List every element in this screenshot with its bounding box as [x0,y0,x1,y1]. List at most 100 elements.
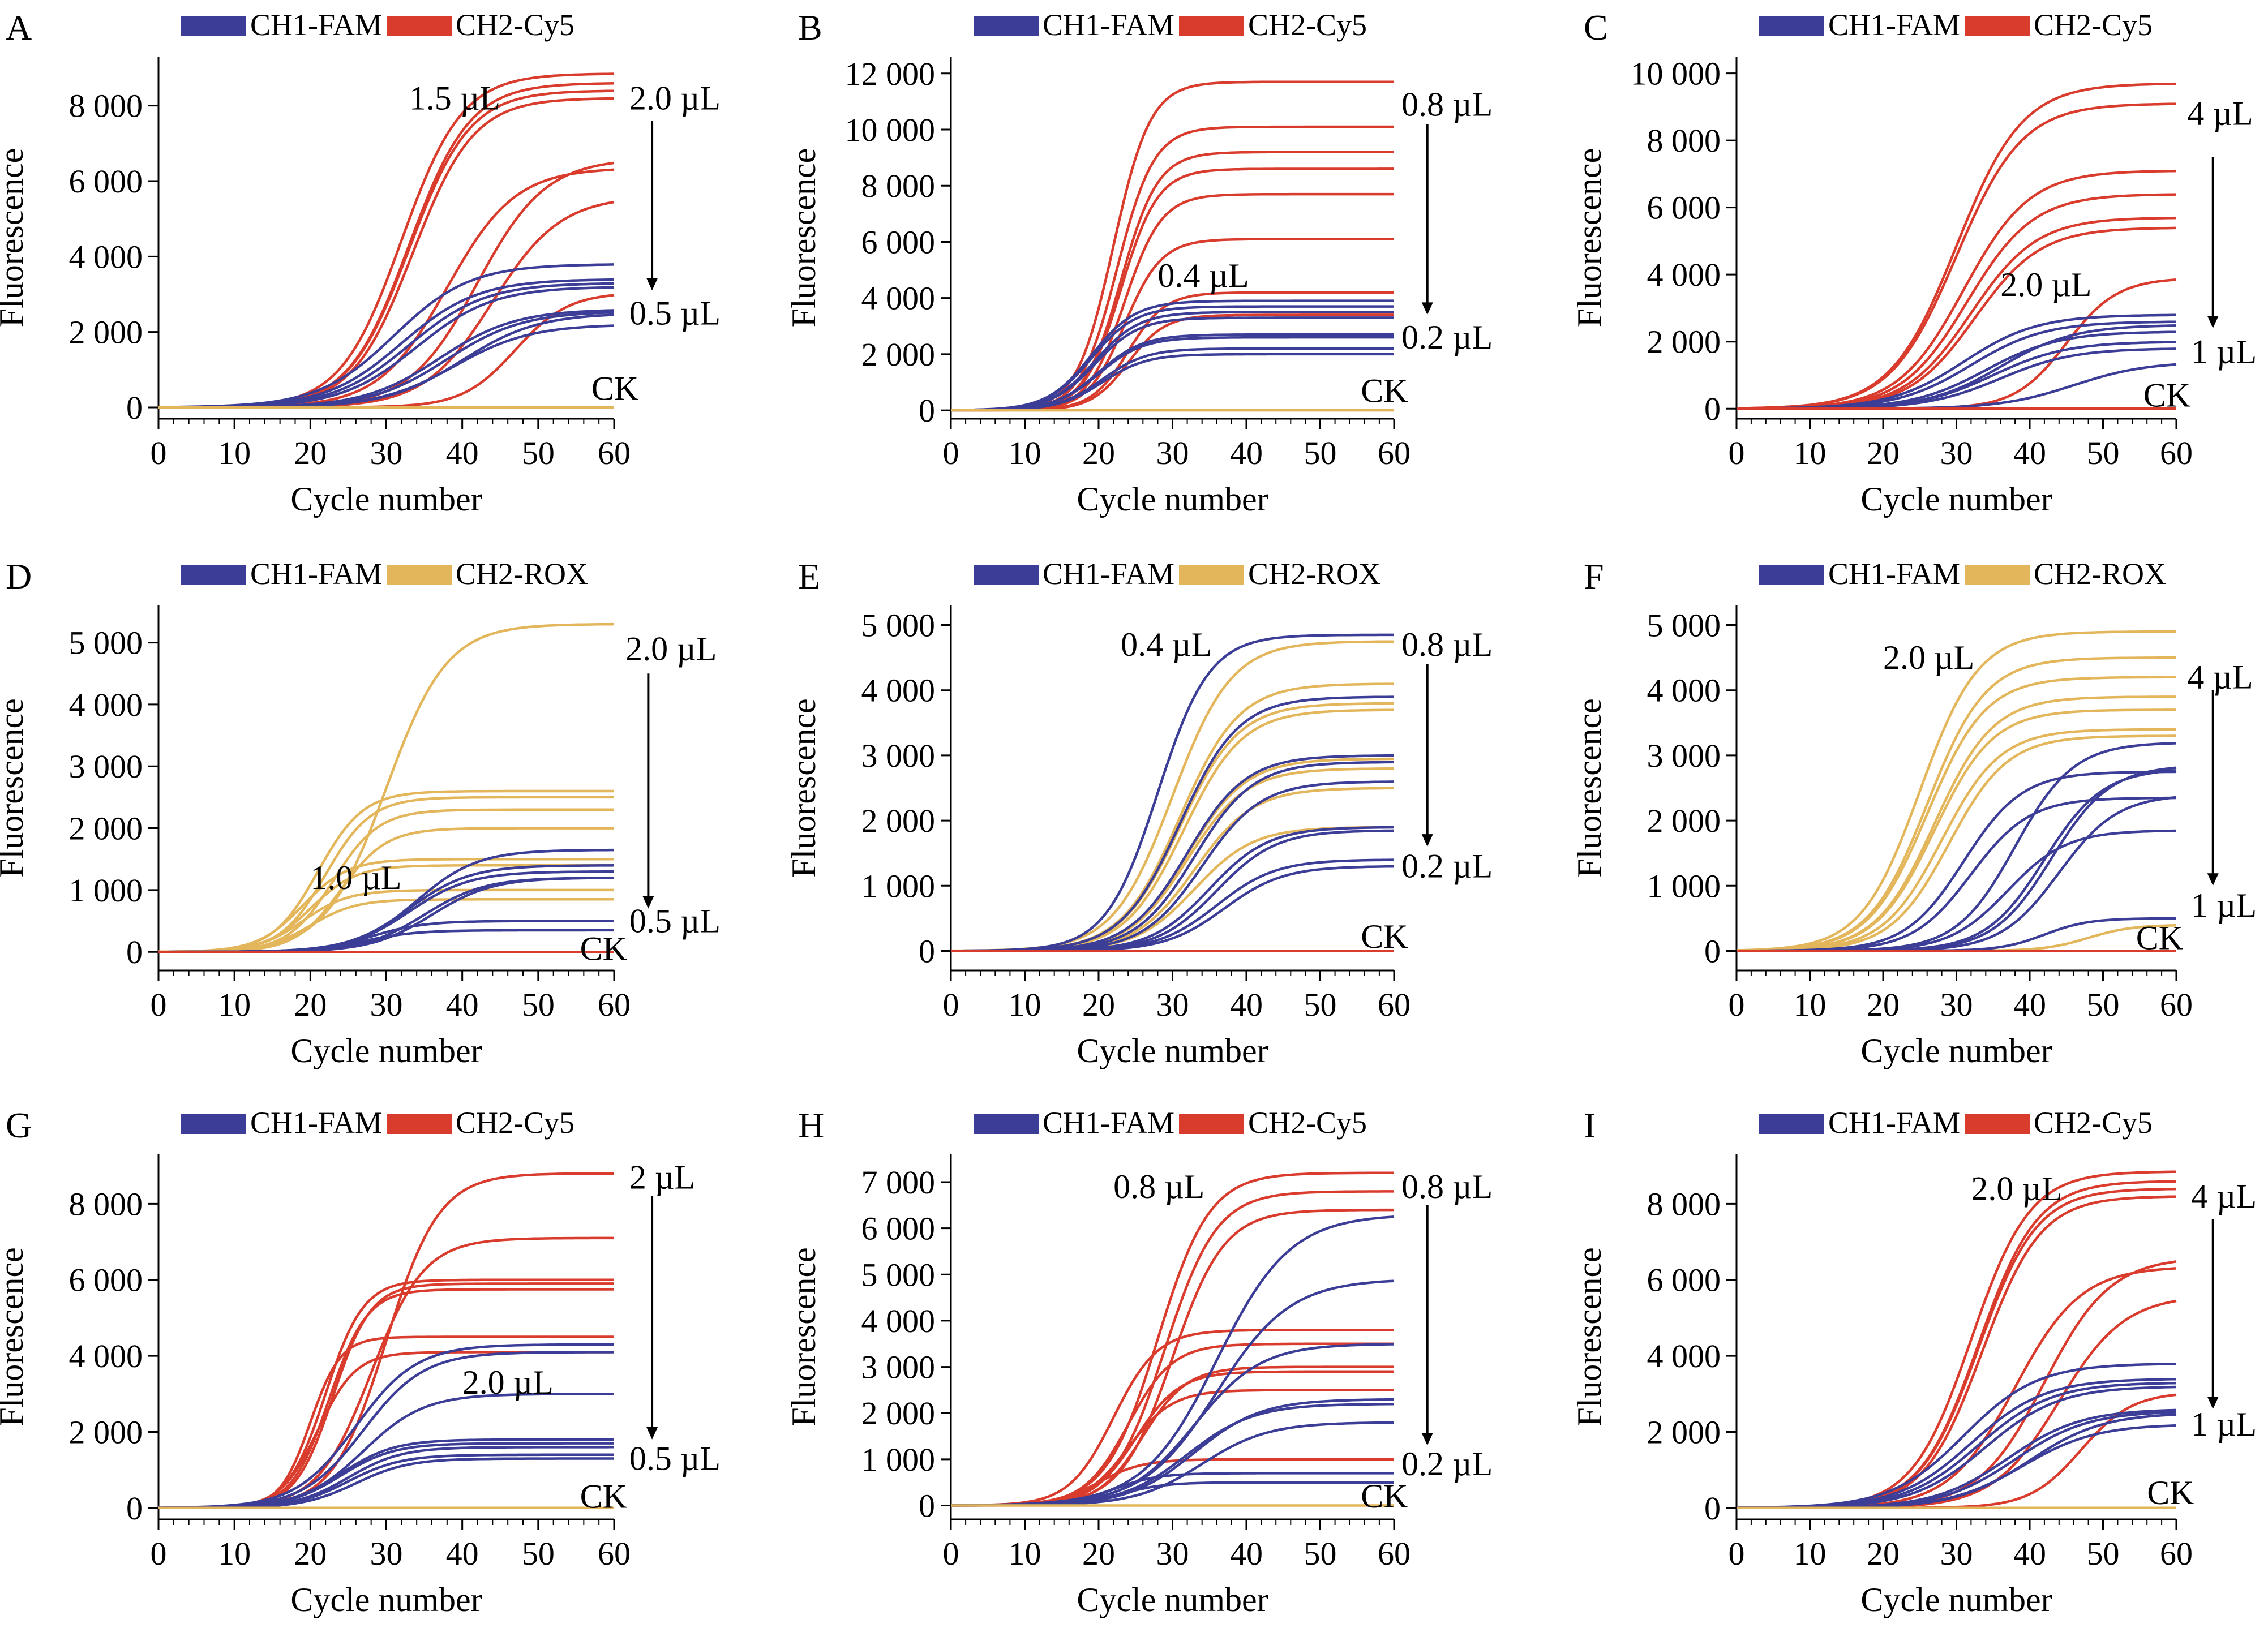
y-tick-label: 5 000 [1647,607,1721,644]
x-tick-label: 50 [522,986,555,1023]
x-tick-label: 20 [1082,986,1115,1023]
legend-swatch [1965,1114,2030,1134]
y-tick-label: 4 000 [69,1338,143,1374]
y-axis-title: Fluorescence [785,1247,822,1427]
trend-arrow-head [646,1427,658,1440]
x-tick-label: 60 [2160,1535,2193,1572]
amplification-curve [1737,363,2177,410]
y-tick-label: 2 000 [861,1395,936,1432]
x-tick-label: 10 [1794,435,1827,471]
y-tick-label: 2 000 [69,1414,143,1450]
amplification-curve [158,1446,614,1510]
x-tick-label: 10 [1009,1535,1041,1572]
x-tick-label: 40 [2013,986,2046,1023]
x-tick-label: 0 [151,1535,167,1572]
y-tick-label: 6 000 [69,1262,143,1299]
y-tick-label: 1 000 [861,867,936,904]
x-tick-label: 30 [370,986,403,1023]
x-tick-label: 0 [943,435,959,471]
x-tick-label: 0 [1729,435,1745,471]
legend-swatch [1965,565,2030,585]
annotation-label: 2.0 µL [2000,266,2091,303]
annotation-label: 4 µL [2187,659,2253,696]
y-tick-label: 3 000 [861,1349,936,1386]
legend-swatch [1179,16,1244,36]
y-tick-label: 4 000 [1647,672,1721,709]
y-axis-title: Fluorescence [1571,1247,1608,1427]
legend-swatch [181,1114,246,1134]
legend-label: CH2-Cy5 [2034,8,2153,42]
x-axis-title: Cycle number [1860,480,2052,518]
x-tick-label: 40 [446,435,479,471]
trend-arrow-head [2207,1397,2219,1410]
y-tick-label: 10 000 [1631,55,1721,92]
annotation-label: CK [580,1478,627,1515]
annotation-label: 4 µL [2187,95,2253,132]
y-tick-label: 5 000 [861,1256,936,1293]
y-tick-label: 8 000 [861,167,936,204]
y-tick-label: 0 [126,389,143,426]
y-tick-label: 4 000 [861,280,936,317]
x-tick-label: 50 [522,435,555,471]
x-tick-label: 50 [1304,435,1337,471]
legend-label: CH1-FAM [250,557,382,591]
trend-arrow-head [1421,302,1433,315]
amplification-curve [1737,1187,2177,1509]
amplification-curve [951,347,1394,412]
legend-label: CH2-ROX [2034,557,2166,591]
x-tick-label: 20 [1867,986,1900,1023]
legend-swatch [974,565,1039,585]
annotation-label: CK [2147,1474,2194,1511]
y-axis-title: Fluorescence [785,148,822,328]
annotation-label: CK [2143,377,2190,414]
amplification-curve [1737,769,2177,952]
amplification-curve [158,1335,614,1510]
trend-arrow-head [2207,873,2219,886]
x-tick-label: 30 [1940,1535,1973,1572]
legend-swatch [974,1114,1039,1134]
amplification-curve [158,311,615,409]
x-tick-label: 60 [1378,435,1410,471]
y-tick-label: 0 [919,933,935,969]
amplification-curve [1737,766,2177,952]
amplification-curve [951,780,1395,952]
legend-label: CH2-Cy5 [2034,1106,2153,1140]
x-tick-label: 50 [2087,986,2120,1023]
panel-F: F 0 1 000 2 000 3 000 4 000 5 000 0 10 20 30 40 50 60… [1571,556,2257,1069]
annotation-label: 2.0 µL [625,630,717,668]
annotation-label: 0.8 µL [1401,1168,1493,1205]
x-tick-label: 20 [294,435,327,471]
x-tick-label: 50 [1304,986,1337,1023]
x-axis-title: Cycle number [1860,1581,2052,1618]
amplification-curve [1737,1408,2177,1509]
legend-swatch [1759,1114,1824,1134]
y-tick-label: 2 000 [1647,324,1721,360]
x-tick-label: 10 [1794,986,1827,1023]
amplification-curve [951,1329,1394,1507]
x-tick-label: 30 [1156,986,1189,1023]
legend-label: CH2-Cy5 [1248,1106,1367,1140]
amplification-curve [1737,1413,2177,1510]
amplification-curve [158,622,615,953]
annotation-label: 0.5 µL [629,294,721,332]
y-axis-title: Fluorescence [0,698,30,878]
legend-swatch [387,565,452,585]
x-tick-label: 30 [370,1535,403,1572]
y-axis-title: Fluorescence [1571,148,1608,328]
y-tick-label: 1 000 [861,1441,936,1478]
x-axis-title: Cycle number [290,1581,482,1618]
y-tick-label: 3 000 [1647,737,1721,774]
panel-label: E [798,556,820,596]
y-tick-label: 5 000 [861,607,936,644]
annotation-label: 1.5 µL [409,79,500,117]
y-tick-label: 2 000 [861,336,936,373]
y-axis-title: Fluorescence [0,148,30,328]
amplification-curve [158,89,614,409]
annotation-label: 1 µL [2191,887,2257,924]
legend-label: CH1-FAM [250,8,382,42]
annotation-label: 0.2 µL [1401,1445,1493,1483]
annotation-label: 0.4 µL [1121,626,1212,663]
amplification-curve [951,1171,1394,1507]
x-tick-label: 40 [2013,435,2046,471]
